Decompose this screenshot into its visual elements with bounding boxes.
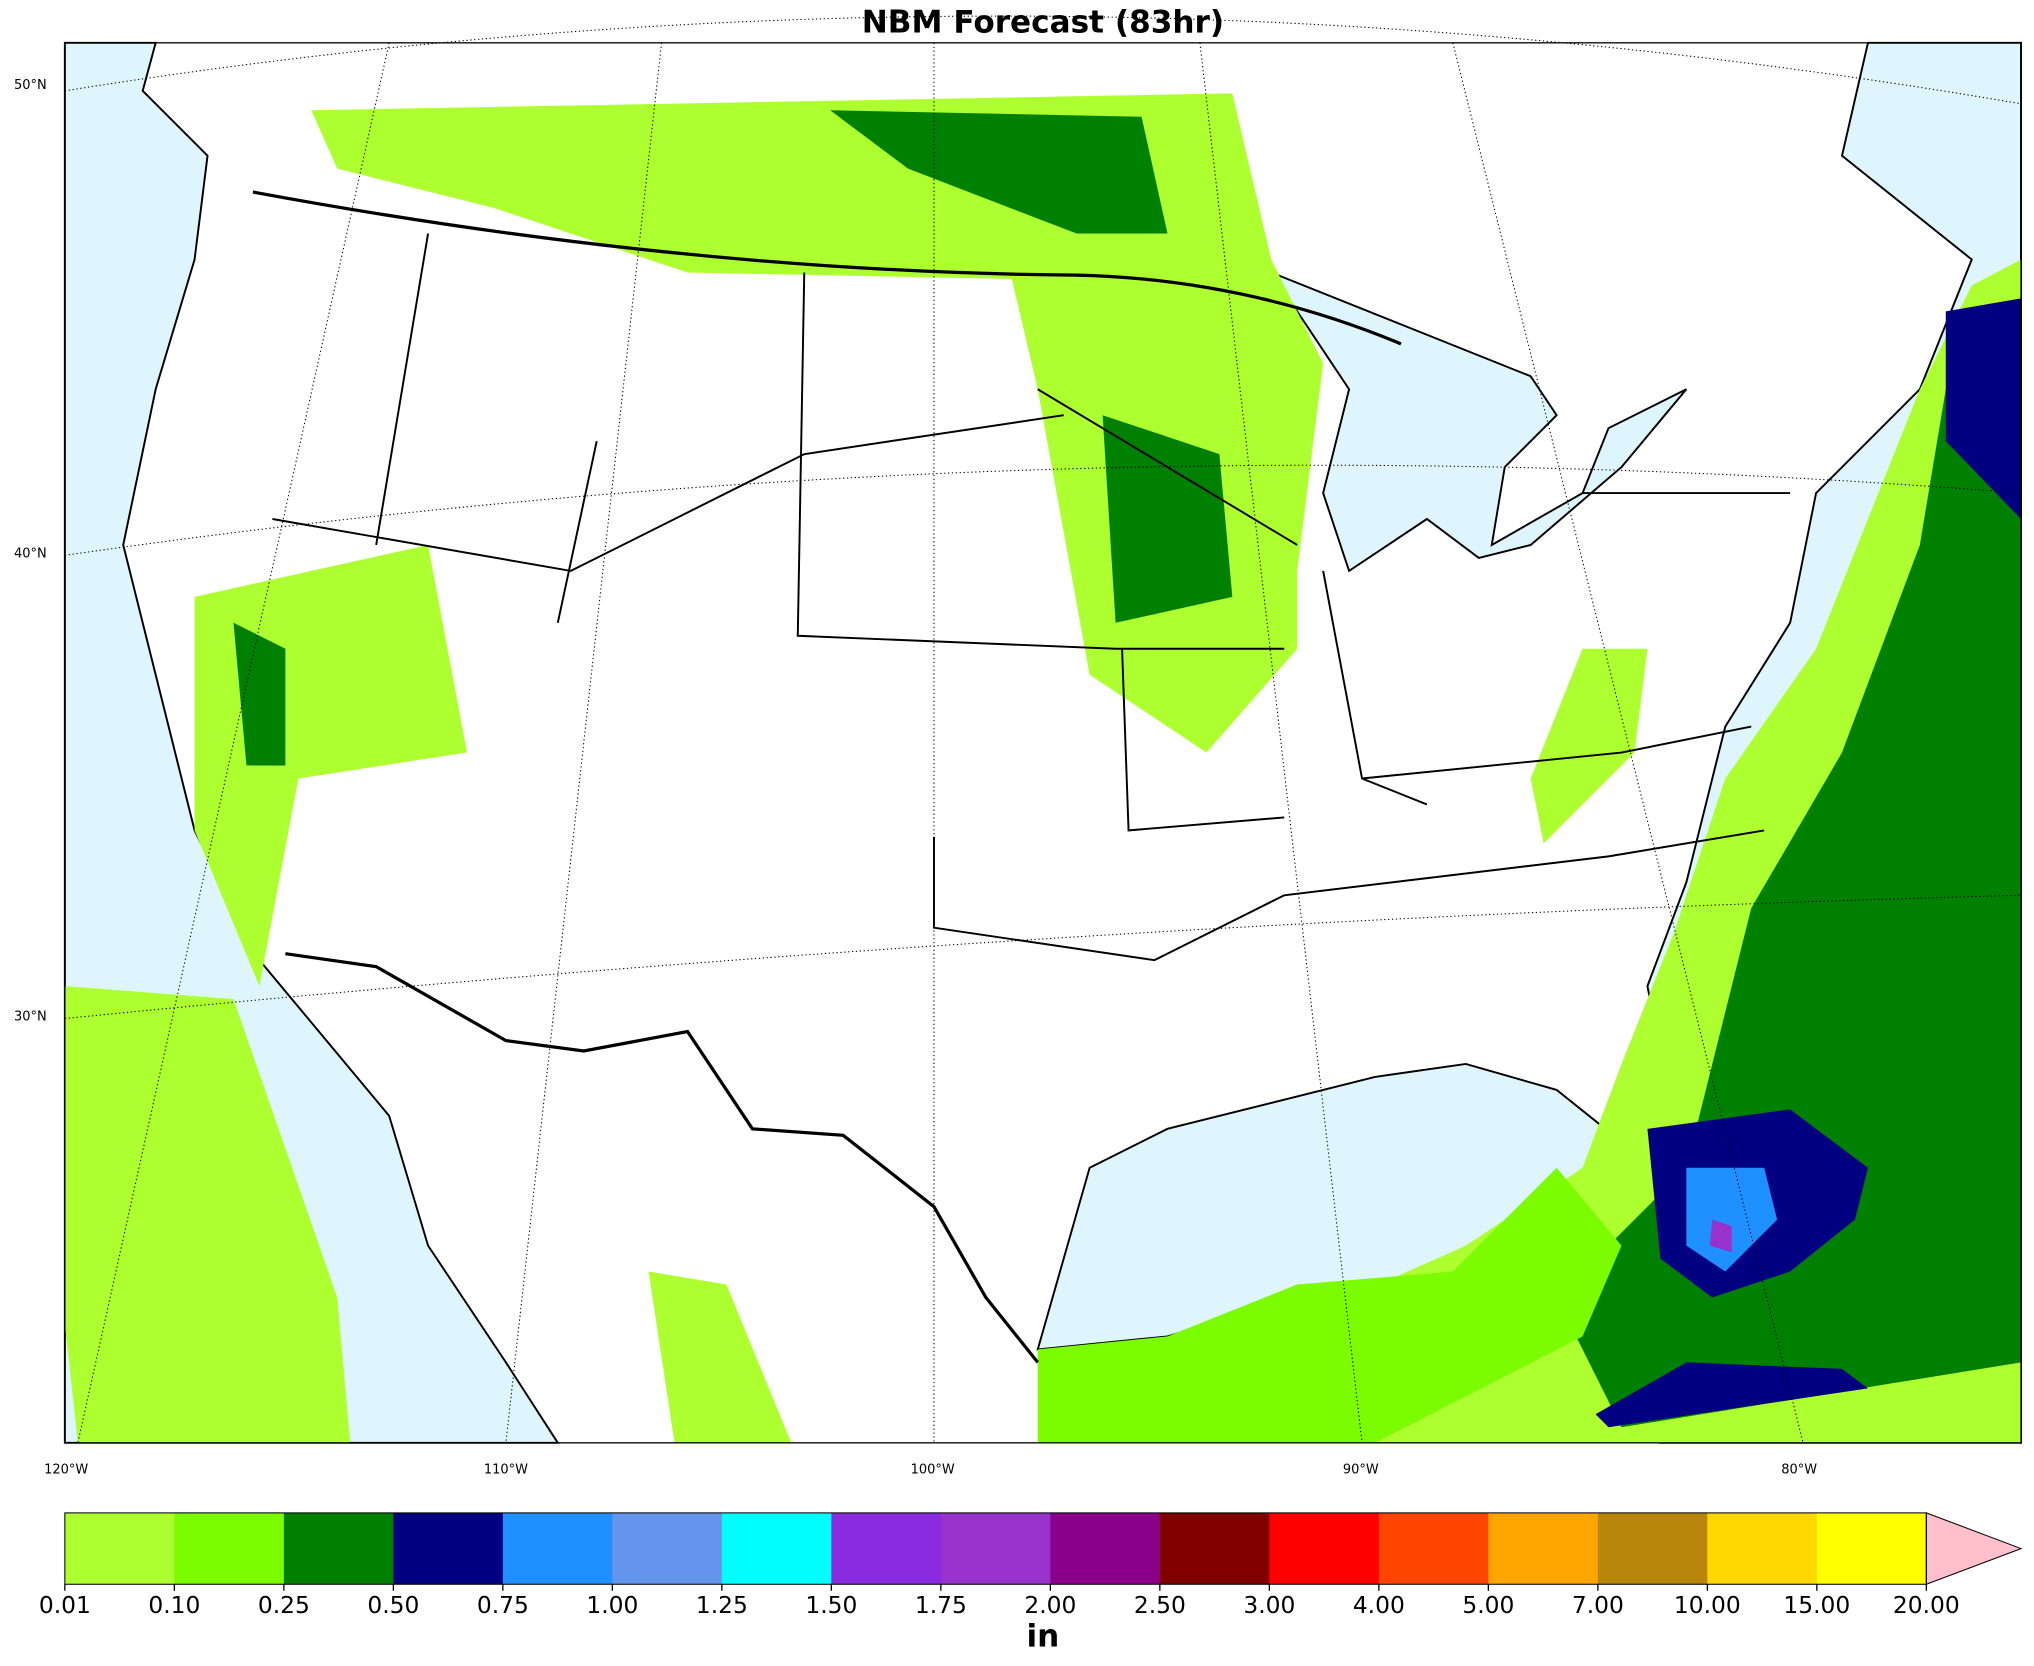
colorbar-tick-label: 15.00 [1783,1591,1850,1619]
colorbar-swatch [1159,1512,1270,1585]
great-lakes [1268,270,1688,573]
title: NBM Forecast (83hr) [862,4,1224,40]
graticule [64,15,2022,1443]
colorbar-tick-label: 1.75 [915,1591,967,1619]
map [63,15,2023,1444]
colorbar-tick-label: 1.25 [696,1591,748,1619]
colorbar-outline [64,1512,1927,1585]
precip-area [1037,1167,1622,1443]
precip-area [1945,298,2022,520]
colorbar-swatch [283,1512,395,1585]
lat-label: 30°N [14,1010,47,1025]
colorbar-swatch [1488,1512,1599,1585]
colorbar-tick-label: 10.00 [1674,1591,1741,1619]
colorbar-tick-label: 2.00 [1024,1591,1076,1619]
colorbar-tick-label: 5.00 [1462,1591,1514,1619]
colorbar-swatch [502,1512,614,1585]
colorbar-swatch [612,1512,723,1585]
precip-area [648,1271,792,1443]
precip-area [830,110,1168,234]
lat-label: 40°N [14,547,47,562]
map-border [64,42,2022,1444]
colorbar-label: in [1027,1618,1060,1654]
precip-area [1709,1219,1732,1253]
lon-label: 110°W [484,1463,528,1478]
borders [252,190,1791,1364]
colorbar-swatch [1269,1512,1380,1585]
precip-area [311,93,1324,753]
colorbar-swatch [393,1512,504,1585]
colorbar-swatch [174,1512,285,1585]
colorbar-tick-label: 0.75 [477,1591,529,1619]
colorbar-tick-label: 0.10 [148,1591,200,1619]
colorbar-tick-label: 20.00 [1893,1591,1960,1619]
lon-label: 80°W [1781,1463,1817,1478]
colorbar-swatch [1707,1512,1818,1585]
colorbar-extend [1925,1512,2023,1586]
lon-label: 90°W [1343,1463,1379,1478]
precip-area [1556,389,2022,1428]
lon-label: 100°W [911,1463,955,1478]
precip-area [64,986,351,1443]
colorbar-tick-label: 1.50 [805,1591,857,1619]
precip-area [1530,648,1648,844]
colorbar-swatch [1597,1512,1708,1585]
colorbar-swatch [940,1512,1051,1585]
precip-area [1686,1167,1778,1272]
colorbar-swatch [1050,1512,1161,1585]
lon-label: 120°W [44,1463,88,1478]
colorbar: 0.01 0.10 0.25 0.50 0.75 1.00 1.25 1.50 1.75 2.00… [39,1512,2023,1619]
colorbar-swatch [1816,1512,1927,1585]
colorbar-tick-label: 1.00 [586,1591,638,1619]
lat-label: 50°N [14,78,47,93]
colorbar-tick-label: 2.50 [1134,1591,1186,1619]
precip-area [1595,1362,1868,1428]
colorbar-swatch [1378,1512,1489,1585]
colorbar-tick-label: 4.00 [1353,1591,1405,1619]
colorbar-swatch [721,1512,832,1585]
colorbar-tick-label: 0.01 [39,1591,91,1619]
colorbar-swatch [831,1512,942,1585]
colorbar-tick-label: 7.00 [1572,1591,1624,1619]
colorbar-tick-label: 0.50 [367,1591,419,1619]
colorbar-tick-label: 3.00 [1243,1591,1295,1619]
colorbar-swatch [64,1512,176,1585]
precip-area [233,622,286,766]
colorbar-tick-label: 0.25 [258,1591,310,1619]
